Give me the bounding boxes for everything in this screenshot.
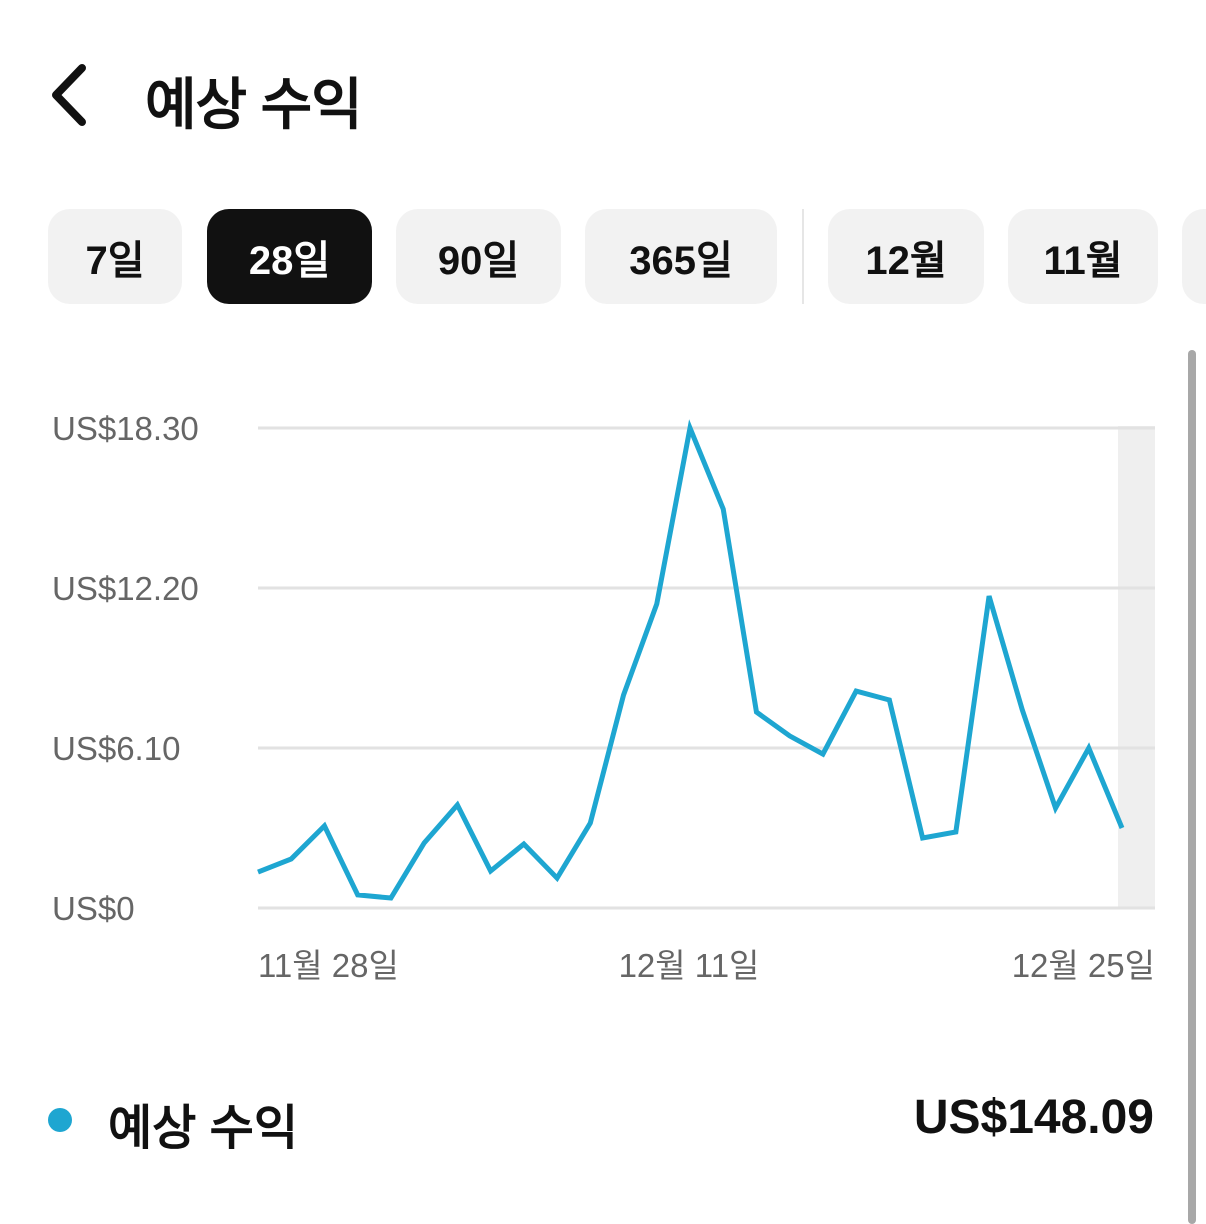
legend-label: 예상 수익 xyxy=(108,1102,298,1155)
total-earnings: US$148.09 xyxy=(913,1091,1154,1144)
tab-7-days[interactable]: 7일 xyxy=(48,209,182,304)
back-button[interactable] xyxy=(44,62,94,128)
series-line xyxy=(257,419,1125,901)
y-tick-label: US$6.10 xyxy=(52,730,180,767)
y-tick-label: US$18.30 xyxy=(52,410,199,447)
tab-28-days[interactable]: 28일 xyxy=(207,209,372,304)
current-day-shade xyxy=(1118,426,1155,908)
tab-divider xyxy=(802,209,804,304)
y-tick-label: US$12.20 xyxy=(52,570,199,607)
tab-partial[interactable] xyxy=(1182,209,1206,304)
x-tick-label: 12월 25일 xyxy=(1012,947,1155,984)
chevron-left-icon xyxy=(52,64,86,126)
legend-dot xyxy=(48,1108,72,1132)
tab-365-days[interactable]: 365일 xyxy=(585,209,777,304)
tab-90-days[interactable]: 90일 xyxy=(396,209,561,304)
tab-december[interactable]: 12월 xyxy=(828,209,984,304)
page-title: 예상 수익 xyxy=(145,73,363,136)
x-tick-label: 12월 11일 xyxy=(619,947,760,984)
y-tick-label: US$0 xyxy=(52,890,135,927)
scrollbar[interactable] xyxy=(1188,350,1196,1224)
x-tick-label: 11월 28일 xyxy=(258,947,399,984)
tab-november[interactable]: 11월 xyxy=(1008,209,1158,304)
